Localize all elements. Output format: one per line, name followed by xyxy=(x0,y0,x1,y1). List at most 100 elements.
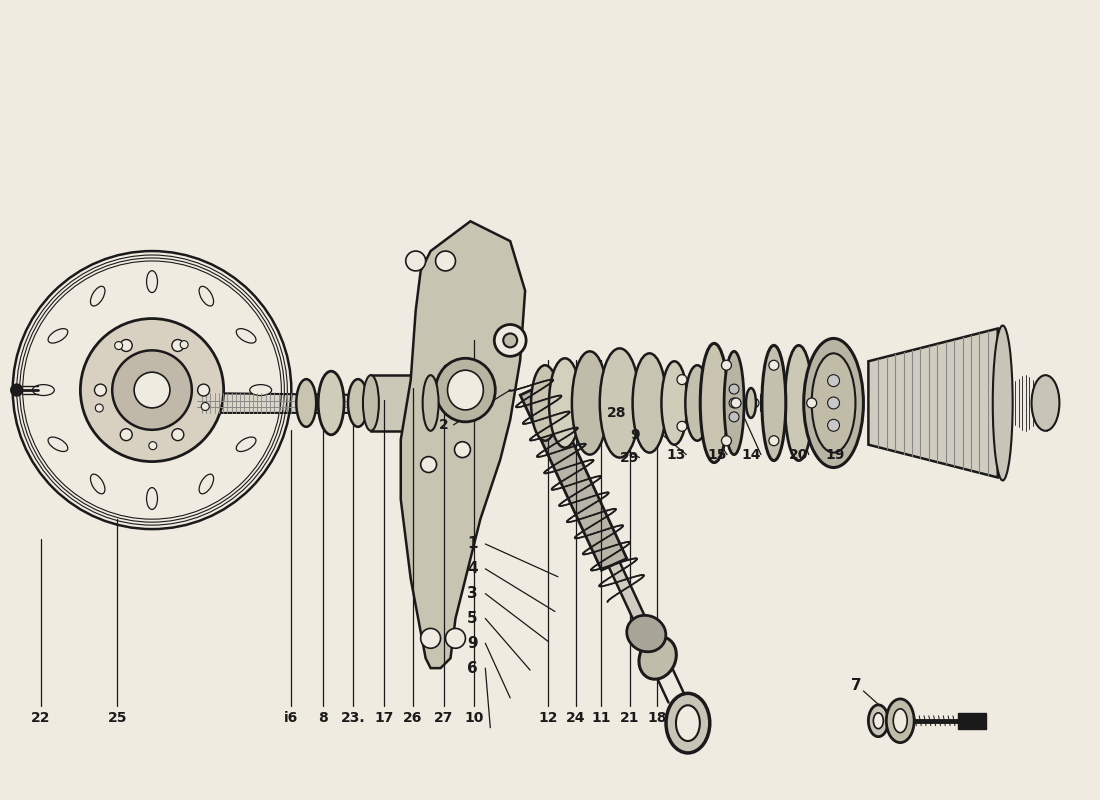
Text: 24: 24 xyxy=(566,710,585,725)
Circle shape xyxy=(676,374,686,385)
Text: 7: 7 xyxy=(851,678,861,694)
Ellipse shape xyxy=(90,474,104,494)
Ellipse shape xyxy=(48,329,68,343)
Circle shape xyxy=(406,251,426,271)
Text: 25: 25 xyxy=(108,710,126,725)
Ellipse shape xyxy=(199,286,213,306)
Circle shape xyxy=(749,398,759,408)
Ellipse shape xyxy=(746,388,756,418)
Circle shape xyxy=(95,384,107,396)
Circle shape xyxy=(729,384,739,394)
Text: 22: 22 xyxy=(31,710,51,725)
Circle shape xyxy=(148,442,157,450)
Text: 26: 26 xyxy=(403,710,422,725)
Text: 14: 14 xyxy=(741,448,761,462)
Text: 21: 21 xyxy=(619,710,639,725)
Polygon shape xyxy=(520,383,627,570)
Ellipse shape xyxy=(868,705,889,737)
Ellipse shape xyxy=(422,375,439,430)
Ellipse shape xyxy=(32,385,54,395)
Circle shape xyxy=(436,251,455,271)
Circle shape xyxy=(420,629,441,648)
Circle shape xyxy=(134,372,169,408)
Ellipse shape xyxy=(363,375,378,430)
Circle shape xyxy=(454,442,471,458)
Ellipse shape xyxy=(531,366,559,441)
Polygon shape xyxy=(400,222,525,668)
Text: 17: 17 xyxy=(374,710,394,725)
Ellipse shape xyxy=(48,437,68,451)
Circle shape xyxy=(827,397,839,409)
Ellipse shape xyxy=(494,325,526,356)
Circle shape xyxy=(806,398,816,408)
Ellipse shape xyxy=(661,362,688,445)
Ellipse shape xyxy=(724,351,744,454)
Text: 9: 9 xyxy=(468,636,477,650)
Text: 9: 9 xyxy=(630,428,639,442)
Ellipse shape xyxy=(666,694,710,753)
Text: 6: 6 xyxy=(468,661,477,676)
Polygon shape xyxy=(958,713,986,729)
Ellipse shape xyxy=(236,329,256,343)
Circle shape xyxy=(729,412,739,422)
Ellipse shape xyxy=(701,343,728,462)
Ellipse shape xyxy=(893,709,907,733)
Ellipse shape xyxy=(348,379,367,427)
Ellipse shape xyxy=(600,348,639,458)
Text: 8: 8 xyxy=(318,710,328,725)
Text: 15: 15 xyxy=(707,448,727,462)
Circle shape xyxy=(114,342,122,350)
Text: 12: 12 xyxy=(538,710,558,725)
Text: 28: 28 xyxy=(607,406,626,420)
Circle shape xyxy=(180,341,188,349)
Circle shape xyxy=(11,384,23,396)
Circle shape xyxy=(80,318,223,462)
Ellipse shape xyxy=(146,270,157,293)
Text: 11: 11 xyxy=(591,710,611,725)
Text: 29: 29 xyxy=(620,450,639,465)
Ellipse shape xyxy=(627,615,666,652)
Ellipse shape xyxy=(1032,375,1059,430)
Circle shape xyxy=(112,350,191,430)
Ellipse shape xyxy=(572,351,607,454)
Text: 3: 3 xyxy=(468,586,477,601)
Ellipse shape xyxy=(146,487,157,510)
Circle shape xyxy=(676,422,686,431)
Text: 10: 10 xyxy=(464,710,484,725)
Ellipse shape xyxy=(804,338,864,467)
Ellipse shape xyxy=(318,371,344,434)
Circle shape xyxy=(769,360,779,370)
Text: 19: 19 xyxy=(826,448,845,462)
Polygon shape xyxy=(868,329,998,478)
Ellipse shape xyxy=(993,326,1013,481)
Circle shape xyxy=(420,457,437,473)
Circle shape xyxy=(769,436,779,446)
Text: 1: 1 xyxy=(468,537,477,551)
Circle shape xyxy=(729,398,739,408)
Ellipse shape xyxy=(812,354,856,453)
Circle shape xyxy=(827,419,839,431)
Circle shape xyxy=(96,404,103,412)
Text: i6: i6 xyxy=(284,710,298,725)
Polygon shape xyxy=(197,393,371,413)
Circle shape xyxy=(120,339,132,351)
Ellipse shape xyxy=(250,385,272,395)
Text: 27: 27 xyxy=(433,710,453,725)
Circle shape xyxy=(172,339,184,351)
Text: 4: 4 xyxy=(468,562,477,576)
Circle shape xyxy=(446,629,465,648)
Ellipse shape xyxy=(503,334,517,347)
Circle shape xyxy=(201,402,209,410)
Circle shape xyxy=(198,384,210,396)
Ellipse shape xyxy=(632,354,667,453)
Text: 13: 13 xyxy=(667,448,686,462)
Ellipse shape xyxy=(762,346,785,461)
Ellipse shape xyxy=(436,358,495,422)
Text: 2: 2 xyxy=(439,418,449,432)
Ellipse shape xyxy=(685,366,710,441)
Circle shape xyxy=(827,374,839,386)
Ellipse shape xyxy=(199,474,213,494)
Circle shape xyxy=(722,360,732,370)
Circle shape xyxy=(722,436,732,446)
Ellipse shape xyxy=(676,706,700,741)
